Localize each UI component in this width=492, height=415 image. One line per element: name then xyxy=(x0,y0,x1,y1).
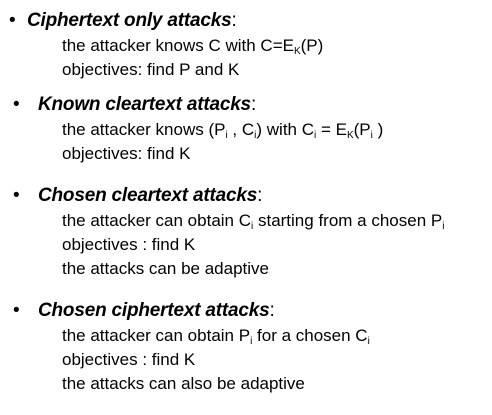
section-line: the attacks can be adaptive xyxy=(62,257,492,281)
section-line: the attacker knows C with C=EK(P) xyxy=(62,34,492,58)
section-title: Known cleartext attacks: xyxy=(38,94,257,115)
line-text: = E xyxy=(316,120,347,139)
section-line: the attacker knows (Pi , Ci) with Ci = E… xyxy=(62,118,492,142)
line-text: for a chosen C xyxy=(252,326,368,345)
line-text: objectives: find K xyxy=(62,144,191,163)
subscript-text: i xyxy=(254,130,257,141)
subscript-text: i xyxy=(442,221,445,232)
section-title: Ciphertext only attacks: xyxy=(27,10,237,31)
bullet-icon: • xyxy=(9,10,16,31)
section-line: objectives : find K xyxy=(62,233,492,257)
line-text: objectives: find P and K xyxy=(62,60,240,79)
line-text: (P xyxy=(353,120,371,139)
line-text: (P) xyxy=(300,36,324,55)
subscript-text: i xyxy=(250,336,253,347)
section-heading: • Ciphertext only attacks: xyxy=(0,8,492,34)
section-line: the attacker can obtain Pi for a chosen … xyxy=(62,324,492,348)
section-chosen-cleartext: • Chosen cleartext attacks: the attacker… xyxy=(0,183,492,281)
section-known-cleartext: • Known cleartext attacks: the attacker … xyxy=(0,92,492,166)
section-line: the attacker can obtain Ci starting from… xyxy=(62,209,492,233)
subscript-text: i xyxy=(225,130,228,141)
line-text: the attacks can be adaptive xyxy=(62,259,269,278)
line-text: , C xyxy=(227,120,255,139)
subscript-text: i xyxy=(251,221,254,232)
section-line: the attacks can also be adaptive xyxy=(62,372,492,396)
line-text: ) with C xyxy=(256,120,315,139)
subscript-text: K xyxy=(346,130,354,141)
bullet-icon: • xyxy=(13,94,20,115)
line-text: the attacker knows C with C=E xyxy=(62,36,294,55)
subscript-text: K xyxy=(293,46,301,57)
line-text: objectives : find K xyxy=(62,235,196,254)
line-text: the attacker can obtain C xyxy=(62,211,252,230)
section-chosen-ciphertext: • Chosen ciphertext attacks: the attacke… xyxy=(0,298,492,396)
section-ciphertext-only: • Ciphertext only attacks: the attacker … xyxy=(0,8,492,82)
line-text: the attacks can also be adaptive xyxy=(62,374,305,393)
subscript-text: i xyxy=(314,130,317,141)
section-title: Chosen ciphertext attacks: xyxy=(38,300,275,321)
subscript-text: i xyxy=(370,130,373,141)
subscript-text: i xyxy=(367,336,370,347)
line-text: the attacker knows (P xyxy=(62,120,226,139)
section-heading: • Chosen ciphertext attacks: xyxy=(0,298,492,324)
section-heading: • Chosen cleartext attacks: xyxy=(0,183,492,209)
section-line: objectives: find P and K xyxy=(62,58,492,82)
section-heading: • Known cleartext attacks: xyxy=(0,92,492,118)
line-text: the attacker can obtain P xyxy=(62,326,251,345)
line-text: starting from a chosen P xyxy=(253,211,443,230)
line-text: objectives : find K xyxy=(62,350,196,369)
bullet-icon: • xyxy=(13,300,20,321)
section-line: objectives: find K xyxy=(62,142,492,166)
bullet-icon: • xyxy=(13,185,20,206)
section-line: objectives : find K xyxy=(62,348,492,372)
line-text: ) xyxy=(372,120,384,139)
section-title: Chosen cleartext attacks: xyxy=(38,185,263,206)
